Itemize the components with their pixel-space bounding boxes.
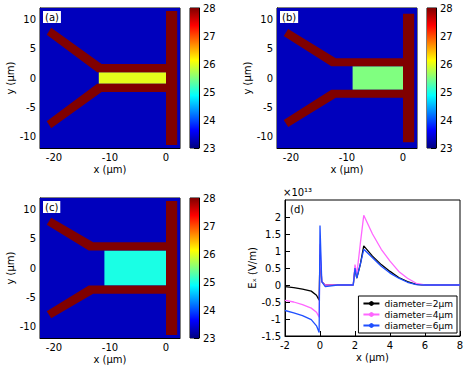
svg-text:5: 5 [30,233,36,244]
svg-text:26: 26 [203,59,216,70]
svg-text:-20: -20 [46,152,62,163]
svg-text:1.5: 1.5 [265,229,281,240]
svg-text:Eₓ (V/m): Eₓ (V/m) [247,247,258,289]
svg-text:-1.5: -1.5 [261,331,281,342]
svg-text:26: 26 [440,59,453,70]
svg-text:-5: -5 [26,292,36,303]
svg-text:0: 0 [275,280,281,291]
svg-text:25: 25 [440,87,453,98]
svg-text:1: 1 [275,246,281,257]
svg-text:x (μm): x (μm) [93,354,126,365]
svg-text:diameter=4μm: diameter=4μm [384,310,453,320]
svg-text:-10: -10 [20,321,36,332]
svg-text:-10: -10 [102,342,118,353]
svg-text:-2: -2 [280,340,290,351]
svg-text:0: 0 [30,73,36,84]
svg-text:x (μm): x (μm) [356,352,389,363]
svg-text:-10: -10 [102,152,118,163]
svg-text:2: 2 [275,212,281,223]
svg-text:27: 27 [203,31,216,42]
svg-text:y (μm): y (μm) [5,61,16,94]
svg-text:28: 28 [440,3,453,14]
svg-text:0: 0 [163,152,169,163]
svg-text:(d): (d) [290,204,304,215]
svg-text:23: 23 [440,143,453,154]
svg-text:(a): (a) [45,12,59,23]
svg-text:6: 6 [422,340,428,351]
svg-text:-1: -1 [271,314,281,325]
svg-text:-0.5: -0.5 [261,297,281,308]
svg-text:5: 5 [30,43,36,54]
svg-text:24: 24 [203,115,216,126]
svg-text:25: 25 [203,277,216,288]
svg-text:-20: -20 [283,152,299,163]
svg-text:y (μm): y (μm) [5,251,16,284]
svg-text:5: 5 [267,43,273,54]
svg-text:x (μm): x (μm) [330,164,363,175]
svg-text:-10: -10 [20,131,36,142]
svg-text:10: 10 [23,204,36,215]
svg-text:(b): (b) [282,12,296,23]
svg-text:0: 0 [267,73,273,84]
svg-text:4: 4 [387,340,393,351]
svg-text:-10: -10 [257,131,273,142]
svg-text:23: 23 [203,333,216,344]
svg-text:2: 2 [352,340,358,351]
svg-text:8: 8 [457,340,463,351]
svg-text:0: 0 [163,342,169,353]
svg-text:diameter=6μm: diameter=6μm [384,321,453,331]
svg-text:diameter=2μm: diameter=2μm [384,299,453,309]
svg-text:10: 10 [23,14,36,25]
svg-text:25: 25 [203,87,216,98]
svg-text:0.5: 0.5 [265,263,281,274]
svg-text:23: 23 [203,143,216,154]
svg-text:-20: -20 [46,342,62,353]
svg-text:-5: -5 [263,102,273,113]
svg-text:-5: -5 [26,102,36,113]
svg-text:x (μm): x (μm) [93,164,126,175]
svg-text:27: 27 [440,31,453,42]
svg-text:24: 24 [203,305,216,316]
svg-text:10: 10 [260,14,273,25]
svg-text:28: 28 [203,3,216,14]
svg-text:27: 27 [203,221,216,232]
svg-text:(c): (c) [45,202,58,213]
svg-text:y (μm): y (μm) [242,61,253,94]
svg-text:×10¹³: ×10¹³ [283,187,312,198]
svg-text:24: 24 [440,115,453,126]
svg-text:-10: -10 [339,152,355,163]
svg-text:0: 0 [317,340,323,351]
svg-text:0: 0 [400,152,406,163]
svg-text:26: 26 [203,249,216,260]
svg-text:28: 28 [203,193,216,204]
svg-text:0: 0 [30,263,36,274]
